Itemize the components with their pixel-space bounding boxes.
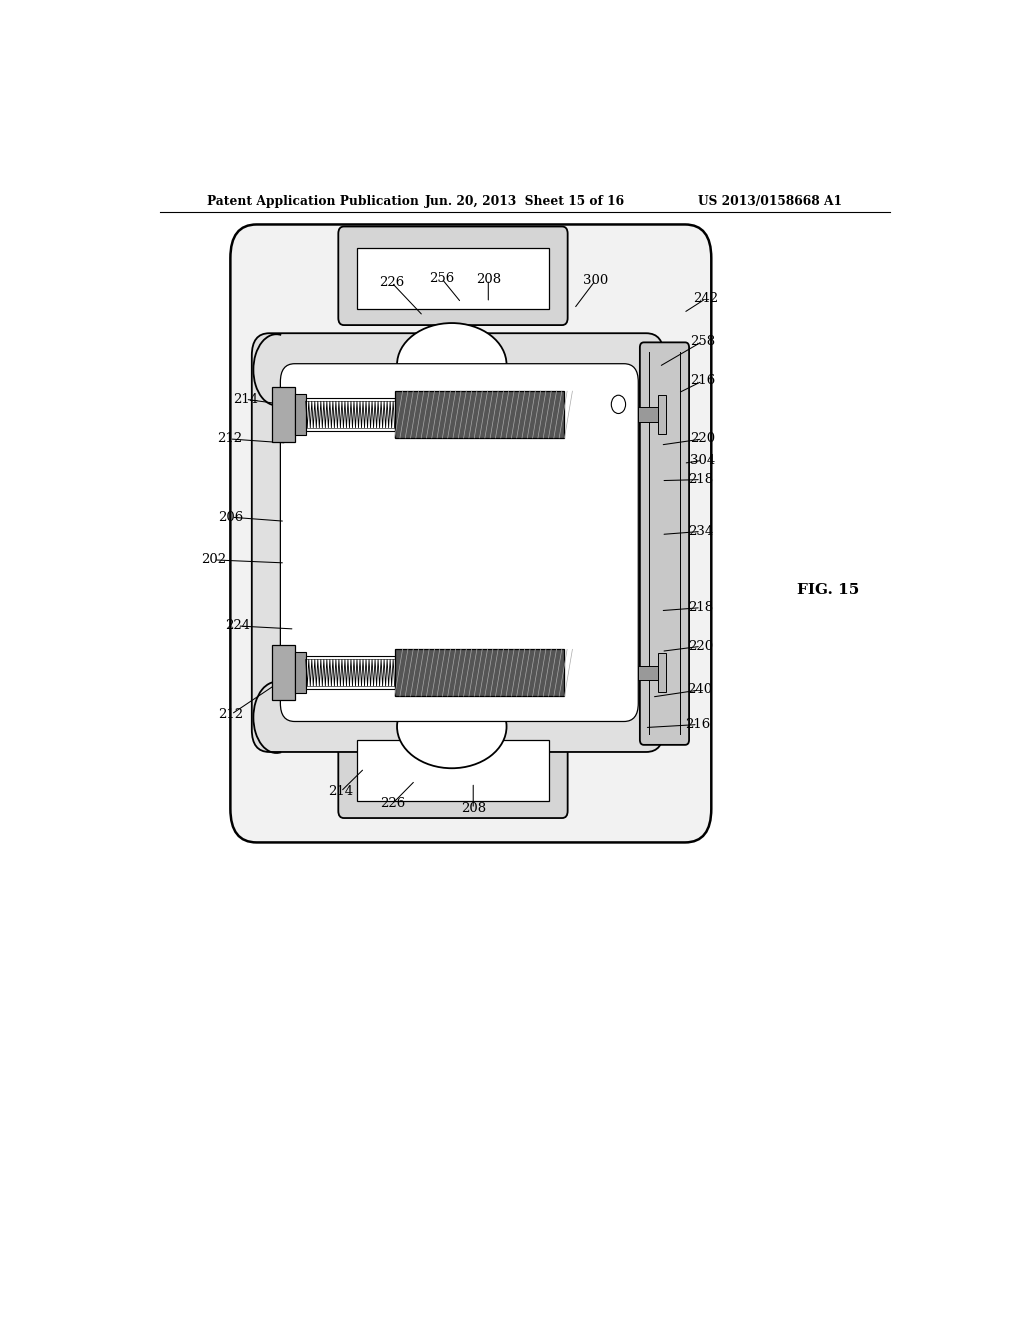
Text: 216: 216 [685,718,711,731]
Text: 212: 212 [218,708,244,721]
Text: 214: 214 [328,785,353,799]
Circle shape [611,395,626,413]
Text: FIG. 15: FIG. 15 [797,583,859,598]
Text: US 2013/0158668 A1: US 2013/0158668 A1 [698,194,842,207]
Text: 256: 256 [429,272,454,285]
Text: 234: 234 [688,525,714,539]
FancyBboxPatch shape [338,719,567,818]
Text: Patent Application Publication: Patent Application Publication [207,194,419,207]
FancyBboxPatch shape [230,224,712,842]
Text: 242: 242 [693,292,718,305]
Text: 208: 208 [461,803,485,816]
Text: 224: 224 [225,619,250,632]
Bar [306,656,394,689]
Ellipse shape [397,685,507,768]
FancyBboxPatch shape [281,364,638,722]
Text: 218: 218 [688,473,714,486]
Bar [272,387,295,442]
Text: 226: 226 [380,797,404,810]
Text: 304: 304 [690,454,715,467]
Text: 258: 258 [690,335,715,348]
Bar [272,645,295,700]
Text: 214: 214 [232,393,258,405]
Text: Jun. 20, 2013  Sheet 15 of 16: Jun. 20, 2013 Sheet 15 of 16 [425,194,625,207]
Text: 212: 212 [217,433,242,445]
Bar [394,391,564,438]
Text: 226: 226 [379,276,404,289]
Bar [356,739,549,801]
FancyBboxPatch shape [640,342,689,744]
FancyBboxPatch shape [338,227,567,325]
Text: 208: 208 [476,273,501,286]
Text: 220: 220 [690,433,715,445]
Text: 206: 206 [218,511,244,524]
Bar [356,248,549,309]
Text: 216: 216 [690,375,715,388]
Bar [658,395,666,434]
Bar [295,395,306,434]
Bar [394,649,564,696]
Bar [658,653,666,692]
Text: 220: 220 [688,640,714,653]
Bar [295,652,306,693]
Bar [306,399,394,430]
Text: 218: 218 [688,601,714,614]
Text: 202: 202 [201,553,226,566]
Ellipse shape [397,323,507,407]
Text: 300: 300 [583,273,608,286]
Bar [638,408,658,421]
FancyBboxPatch shape [252,333,664,752]
Bar [638,665,658,680]
Text: 240: 240 [687,684,712,697]
